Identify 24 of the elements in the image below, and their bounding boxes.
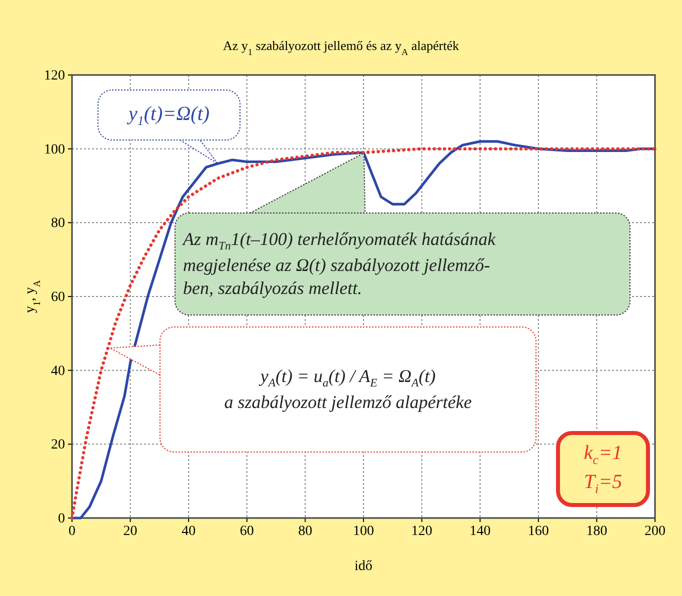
annotation: k$_{c}$=1 T$_{i}$=5 — [582, 441, 624, 498]
chart-title: Az y$_{1}$ szabályozott jellemő és az y$_{A}$ alapérték — [222, 38, 460, 57]
y-tick-label: 120 — [44, 68, 65, 84]
x-tick-label: 120 — [411, 524, 432, 539]
x-tick-label: 200 — [644, 524, 666, 539]
x-tick-label: 160 — [528, 524, 549, 539]
y-tick-label: 40 — [51, 364, 65, 379]
y-tick-label: 60 — [51, 290, 65, 305]
annotation: y$_{1}$(t)=Ω(t) — [126, 102, 211, 130]
x-tick-label: 80 — [298, 524, 312, 539]
y-tick-label: 0 — [58, 511, 65, 526]
x-tick-label: 0 — [68, 524, 76, 539]
y-tick-label: 80 — [51, 216, 65, 232]
x-tick-label: 100 — [353, 524, 374, 539]
x-tick-label: 140 — [470, 524, 491, 539]
y-tick-label: 100 — [44, 142, 65, 158]
x-tick-label: 20 — [123, 524, 138, 539]
x-tick-label: 40 — [182, 524, 196, 539]
text: y$_{A}$(t) = u$_{a}$(t) / A$_{E}$ = Ω$_{A}$(t) a szabályozott jellemző alapértéke — [224, 366, 472, 412]
annotation: Az m$_{Tn}$1(t–100) terhelőnyomaték hatásának megjelenése az Ω(t) szabályozott jellemző- ben, szabályozás mellett. — [183, 228, 497, 300]
x-axis-title: idő — [354, 559, 372, 574]
y-tick-label: 20 — [51, 438, 65, 453]
x-tick-label: 180 — [586, 524, 608, 539]
x-tick-label: 60 — [240, 524, 254, 539]
